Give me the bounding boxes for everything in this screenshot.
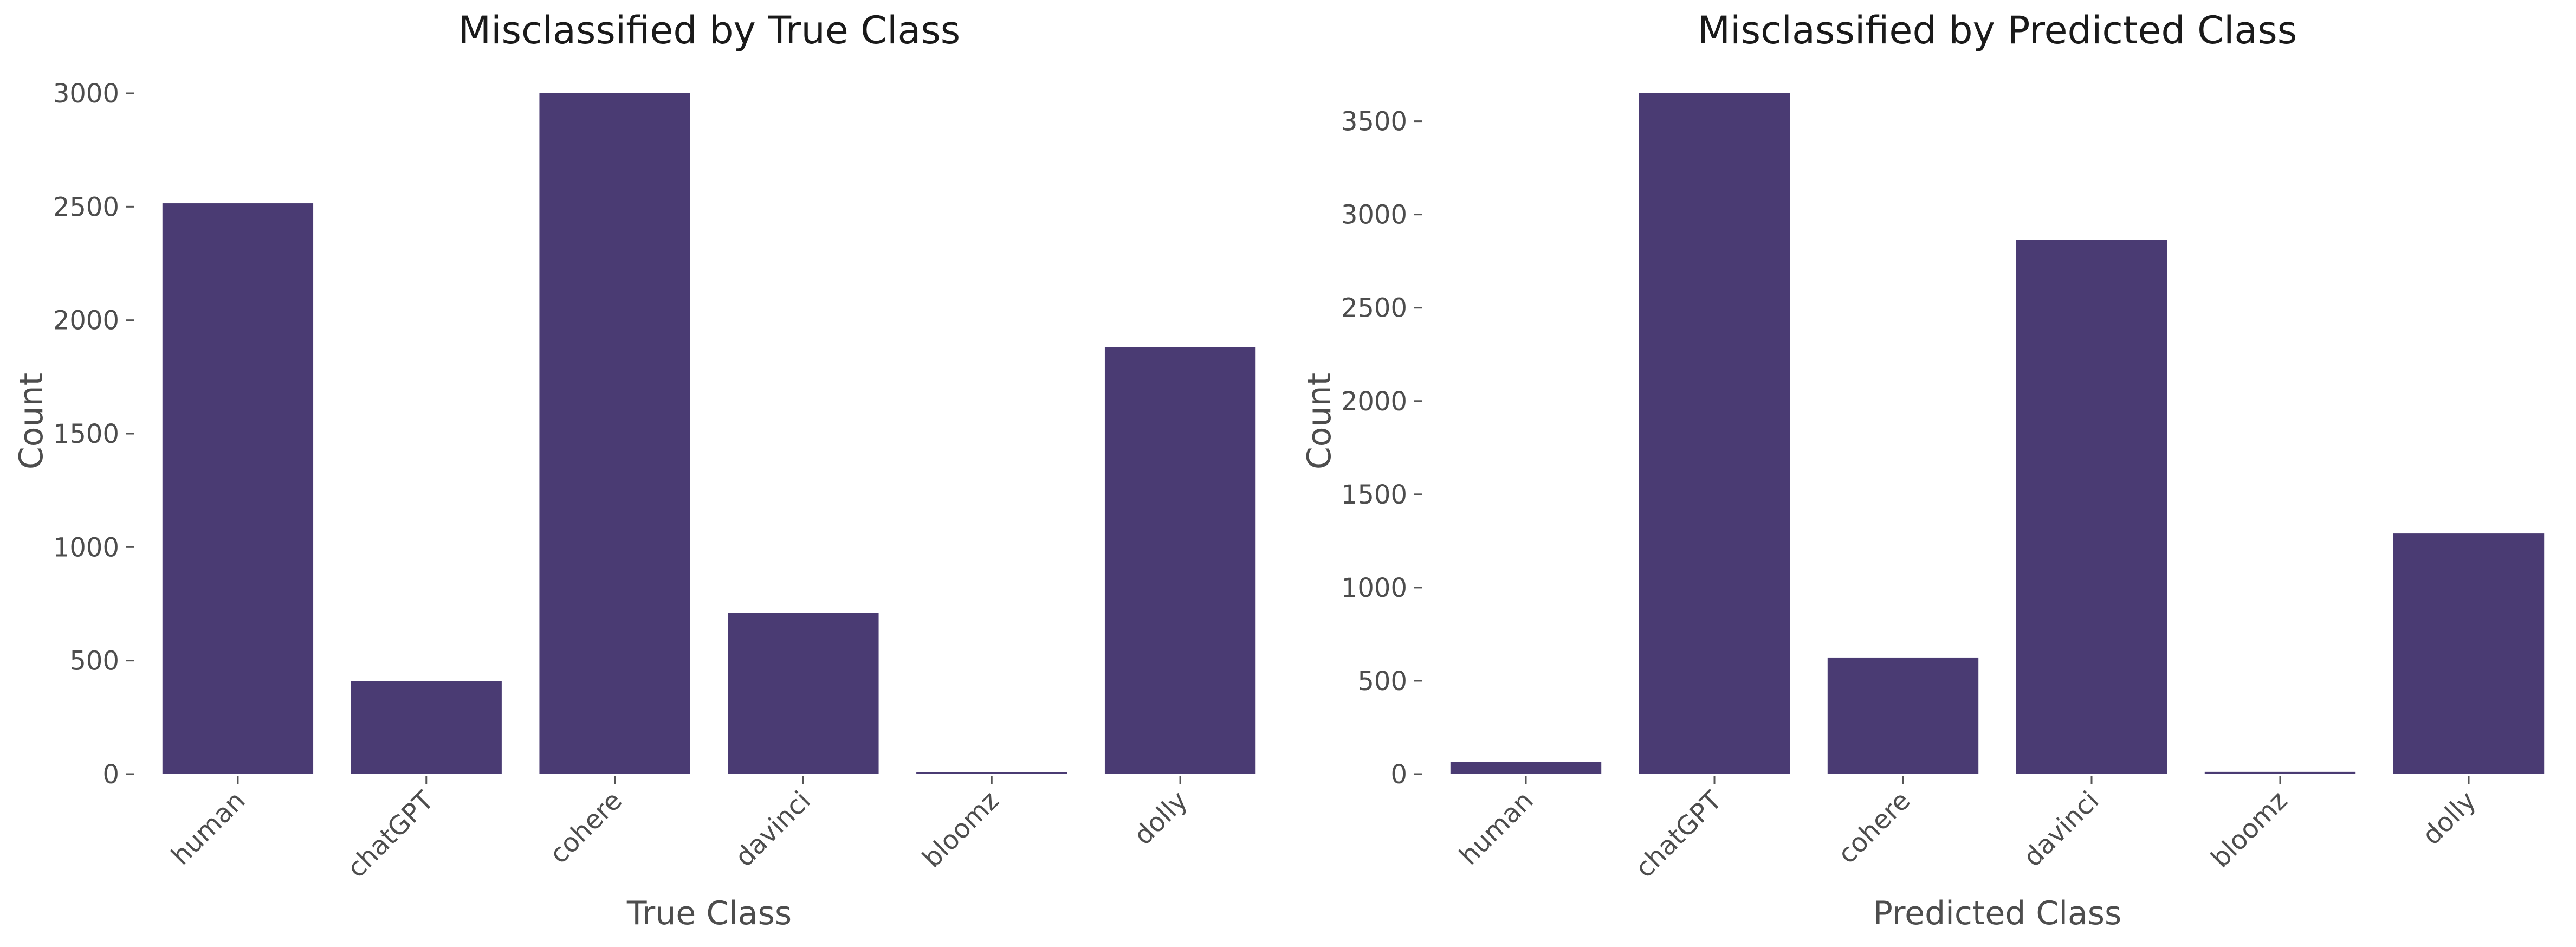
x-axis-label: Predicted Class — [1873, 894, 2122, 932]
chart-title: Misclassified by Predicted Class — [1698, 8, 2297, 53]
y-tick-label: 2000 — [53, 306, 119, 336]
y-tick-label: 1000 — [1341, 573, 1407, 603]
bar-human — [162, 203, 314, 774]
y-tick-label: 0 — [102, 759, 119, 790]
x-tick-label: bloomz — [2205, 785, 2293, 874]
x-tick-label: davinci — [2017, 785, 2105, 873]
y-axis-label: Count — [12, 373, 50, 469]
x-tick-label: chatGPT — [341, 785, 440, 884]
y-tick-label: 2500 — [1341, 293, 1407, 324]
bar-chatGPT — [1639, 93, 1790, 774]
bar-davinci — [2016, 240, 2167, 774]
chart-predicted-class: Misclassified by Predicted Class Predict… — [1300, 8, 2545, 932]
x-ticks: human chatGPT cohere davinci bloomz dolly — [165, 776, 1194, 884]
chart-title: Misclassified by True Class — [458, 8, 961, 53]
bar-cohere — [1827, 657, 1979, 774]
y-tick-label: 500 — [1357, 666, 1407, 697]
x-tick-label: chatGPT — [1629, 785, 1728, 884]
y-tick-label: 0 — [1390, 759, 1407, 790]
y-tick-label: 3000 — [53, 79, 119, 109]
y-axis-label: Count — [1300, 373, 1338, 469]
bar-dolly — [1104, 347, 1256, 774]
x-tick-label: cohere — [544, 785, 629, 870]
y-tick-label: 2000 — [1341, 386, 1407, 417]
x-tick-label: human — [165, 785, 251, 871]
x-tick-label: human — [1453, 785, 1539, 871]
x-axis-label: True Class — [626, 894, 792, 932]
bar-bloomz — [916, 772, 1067, 774]
bars — [162, 93, 1256, 774]
y-tick-label: 1500 — [53, 419, 119, 449]
bar-davinci — [728, 613, 879, 774]
bar-cohere — [539, 93, 690, 774]
x-tick-label: davinci — [729, 785, 817, 873]
x-tick-label: cohere — [1832, 785, 1917, 870]
bar-dolly — [2393, 533, 2545, 774]
x-tick-label: bloomz — [917, 785, 1005, 874]
bars — [1450, 93, 2545, 774]
bar-bloomz — [2204, 771, 2356, 774]
y-ticks: 0 500 1000 1500 2000 2500 3000 — [53, 79, 134, 790]
y-tick-label: 1500 — [1341, 480, 1407, 510]
x-ticks: human chatGPT cohere davinci bloomz dolly — [1453, 776, 2482, 884]
y-tick-label: 1000 — [53, 532, 119, 563]
x-tick-label: dolly — [1128, 785, 1194, 851]
y-tick-label: 3500 — [1341, 107, 1407, 137]
y-tick-label: 3000 — [1341, 200, 1407, 230]
y-ticks: 0 500 1000 1500 2000 2500 3000 3500 — [1341, 107, 1422, 790]
y-tick-label: 500 — [69, 646, 119, 677]
bar-chatGPT — [351, 681, 502, 774]
y-tick-label: 2500 — [53, 192, 119, 222]
chart-true-class: Misclassified by True Class True Class C… — [12, 8, 1256, 932]
bar-human — [1450, 762, 1602, 774]
x-tick-label: dolly — [2417, 785, 2482, 851]
